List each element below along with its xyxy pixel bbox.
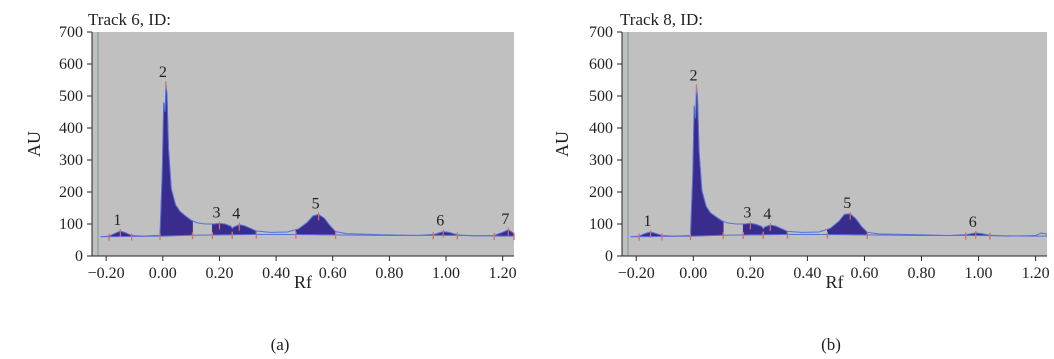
y-tick-label: 700 bbox=[589, 24, 613, 41]
plot-area bbox=[622, 32, 1047, 256]
y-tick-label: 600 bbox=[589, 56, 613, 73]
y-tick-label: 100 bbox=[589, 216, 613, 233]
y-tick-label: 0 bbox=[605, 248, 613, 265]
x-tick-label: −0.20 bbox=[618, 265, 655, 282]
peak-label-3: 3 bbox=[212, 204, 220, 221]
peak-label-1: 1 bbox=[644, 213, 652, 230]
y-tick-label: 200 bbox=[59, 184, 83, 201]
peak-label-2: 2 bbox=[689, 67, 697, 84]
y-tick-label: 100 bbox=[59, 216, 83, 233]
peak-label-3: 3 bbox=[743, 204, 751, 221]
signal-line bbox=[630, 86, 1048, 238]
y-tick-label: 400 bbox=[589, 120, 613, 137]
x-tick-label: 0.60 bbox=[850, 265, 878, 282]
x-tick-label: 0.20 bbox=[205, 265, 233, 282]
x-tick-label: 0.20 bbox=[736, 265, 764, 282]
y-tick-label: 200 bbox=[589, 184, 613, 201]
y-axis-title: AU bbox=[552, 131, 572, 157]
caption-a: (a) bbox=[271, 335, 290, 354]
y-tick-label: 0 bbox=[75, 248, 83, 265]
chart-title: Track 6, ID: bbox=[88, 10, 171, 29]
caption-b: (b) bbox=[821, 335, 841, 354]
x-tick-label: 1.00 bbox=[432, 265, 460, 282]
peak-label-6: 6 bbox=[436, 213, 444, 230]
chart-title: Track 8, ID: bbox=[620, 10, 703, 29]
peak-label-5: 5 bbox=[312, 195, 320, 212]
y-tick-label: 500 bbox=[59, 88, 83, 105]
x-tick-label: 0.40 bbox=[793, 265, 821, 282]
x-tick-label: −0.20 bbox=[88, 265, 125, 282]
y-axis-title: AU bbox=[24, 131, 44, 157]
plot-area bbox=[92, 32, 514, 256]
peak-label-2: 2 bbox=[159, 64, 167, 81]
y-tick-label: 300 bbox=[59, 152, 83, 169]
x-tick-label: 0.00 bbox=[679, 265, 707, 282]
x-tick-label: 0.00 bbox=[149, 265, 177, 282]
signal-line bbox=[100, 83, 515, 238]
x-tick-label: 0.60 bbox=[319, 265, 347, 282]
panel-b: 1 2 3 4 5 6 0 100 200 300 400 500 600 700 −0.20 0.00 0.2… bbox=[552, 10, 1050, 292]
y-tick-label: 300 bbox=[589, 152, 613, 169]
x-tick-label: 0.80 bbox=[375, 265, 403, 282]
x-tick-label: 0.40 bbox=[262, 265, 290, 282]
peak-label-7: 7 bbox=[501, 211, 509, 228]
panel-a: 1 2 3 4 5 6 7 0 100 200 300 400 500 600 700 −0.20 0.00 0.… bbox=[24, 10, 517, 292]
y-tick-label: 700 bbox=[59, 24, 83, 41]
peak-label-1: 1 bbox=[113, 212, 121, 229]
peak-label-4: 4 bbox=[763, 206, 771, 223]
y-tick-label: 400 bbox=[59, 120, 83, 137]
x-tick-label: 1.20 bbox=[489, 265, 517, 282]
x-tick-label: 0.80 bbox=[907, 265, 935, 282]
x-axis-title: Rf bbox=[826, 272, 844, 292]
y-tick-label: 500 bbox=[589, 88, 613, 105]
x-tick-label: 1.20 bbox=[1022, 265, 1050, 282]
y-tick-label: 600 bbox=[59, 56, 83, 73]
x-axis-title: Rf bbox=[294, 272, 312, 292]
peak-label-5: 5 bbox=[843, 195, 851, 212]
peak-label-4: 4 bbox=[232, 206, 240, 223]
peak-label-6: 6 bbox=[969, 214, 977, 231]
x-tick-label: 1.00 bbox=[965, 265, 993, 282]
